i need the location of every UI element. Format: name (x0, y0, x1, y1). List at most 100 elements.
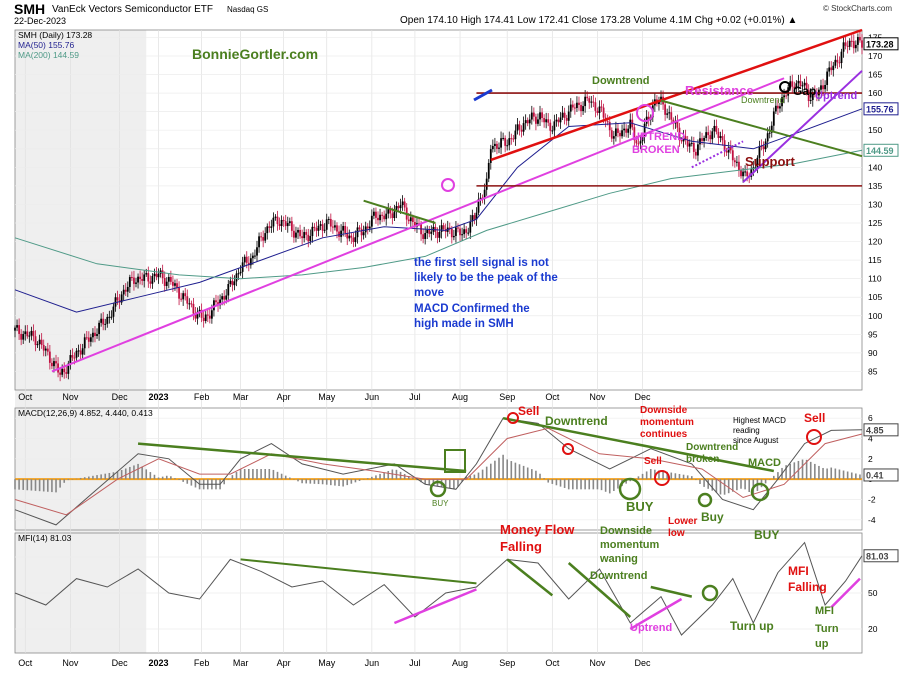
macd-histogram-bar (846, 471, 849, 480)
candle-body (567, 111, 570, 121)
candle-body (537, 119, 539, 124)
price-tick-label: 115 (868, 255, 882, 265)
candle-body (245, 256, 248, 263)
panel-frame-2 (14, 407, 863, 531)
candle-body (707, 132, 710, 136)
mfi-circle (701, 584, 719, 602)
macd-downtrend-broken-1: Downtrend (686, 442, 738, 453)
macd-histogram-bar (830, 467, 833, 480)
candle-body (779, 106, 781, 109)
candle-body (746, 171, 749, 177)
candle-body (506, 145, 509, 147)
candle-body (215, 300, 217, 303)
candle-body (342, 225, 345, 231)
candle-body (44, 348, 47, 351)
candle-body (239, 271, 242, 274)
downtrend-label: Downtrend (592, 75, 649, 87)
macd-histogram-bar (22, 479, 25, 490)
macd-histogram-bar (321, 479, 324, 485)
candle-body (225, 295, 228, 300)
candle-body (619, 132, 621, 137)
macd-downtrend-line (137, 442, 467, 473)
candle-body (120, 294, 123, 303)
candle-body (36, 344, 39, 346)
candle-body (360, 228, 363, 236)
symbol-title: SMH (14, 1, 46, 17)
candle-body (192, 303, 195, 314)
candle-body (124, 289, 127, 292)
mfi-uptrend-label: Uptrend (630, 622, 672, 634)
candle-body (284, 221, 287, 227)
candle-body (208, 315, 211, 319)
candle-body (18, 325, 21, 334)
candle-body (643, 123, 646, 137)
macd-histogram-bar (330, 479, 332, 486)
candle-body (28, 335, 31, 337)
candle-body (717, 131, 720, 138)
candle-body (217, 302, 219, 306)
macd-histogram-bar (223, 479, 225, 485)
macd-value: 4.85 (866, 425, 884, 435)
candle-body (172, 281, 174, 286)
candle-body (549, 122, 552, 131)
candle-body (473, 215, 476, 220)
macd-histogram-bar (740, 479, 742, 489)
candle-body (133, 277, 135, 284)
candle-body (526, 120, 529, 124)
ma200-tag (863, 143, 899, 157)
candle-body (155, 273, 158, 278)
candle-body (545, 119, 548, 123)
macd-histogram-bar (551, 479, 554, 484)
macd-histogram-bar (338, 479, 340, 487)
price-tick-label: 90 (868, 348, 878, 358)
candle-body (508, 138, 511, 146)
candle-body (666, 113, 669, 115)
macd-buy-circle (618, 477, 642, 501)
candle-body (116, 297, 119, 301)
candle-body (368, 226, 371, 229)
candle-body (678, 127, 681, 141)
candle-body (738, 161, 740, 171)
candle-body (354, 237, 357, 243)
gap-circle (779, 81, 791, 93)
candle-body (280, 219, 283, 227)
macd-highest-1: Highest MACD (733, 416, 786, 425)
macd-histogram-bar (227, 479, 230, 480)
candle-body (94, 332, 96, 336)
candle-body (795, 83, 798, 89)
candle-body (479, 197, 482, 200)
candle-body (231, 280, 234, 286)
macd-histogram-bar (703, 479, 705, 487)
macd-histogram-bar (366, 478, 369, 480)
candle-body (824, 84, 826, 90)
candle-body (96, 334, 98, 336)
lower-low-2: low (668, 528, 685, 539)
macd-histogram-bar (543, 478, 545, 480)
macd-downside-1: Downside (640, 405, 688, 416)
macd-histogram-bar (744, 479, 746, 490)
x-tick-label: Dec (112, 392, 129, 402)
x-tick-label: Apr (277, 658, 291, 668)
candle-body (565, 117, 568, 121)
purple-uptrend-line (742, 70, 863, 183)
candle-body (471, 215, 474, 222)
candle-body (580, 104, 582, 112)
candle-body (317, 225, 320, 231)
candle-body (573, 107, 576, 109)
price-tick-label: 85 (868, 366, 878, 376)
candle-body (715, 125, 718, 132)
macd-sell-label-2: Sell (804, 411, 825, 425)
candle-body (756, 157, 759, 168)
macd-histogram-bar (96, 475, 98, 480)
macd-histogram-bar (194, 479, 197, 488)
mfi-uptrend-line-2 (629, 597, 683, 631)
candle-body (768, 132, 771, 134)
candle-body (547, 119, 550, 123)
macd-histogram-bar (514, 462, 517, 480)
mfi-legend: MFI(14) 81.03 (18, 533, 72, 543)
candle-body (65, 372, 68, 374)
candle-body (688, 143, 691, 147)
candle-body (14, 327, 16, 331)
macd-histogram-bar (59, 479, 61, 488)
macd-histogram-bar (284, 475, 287, 480)
